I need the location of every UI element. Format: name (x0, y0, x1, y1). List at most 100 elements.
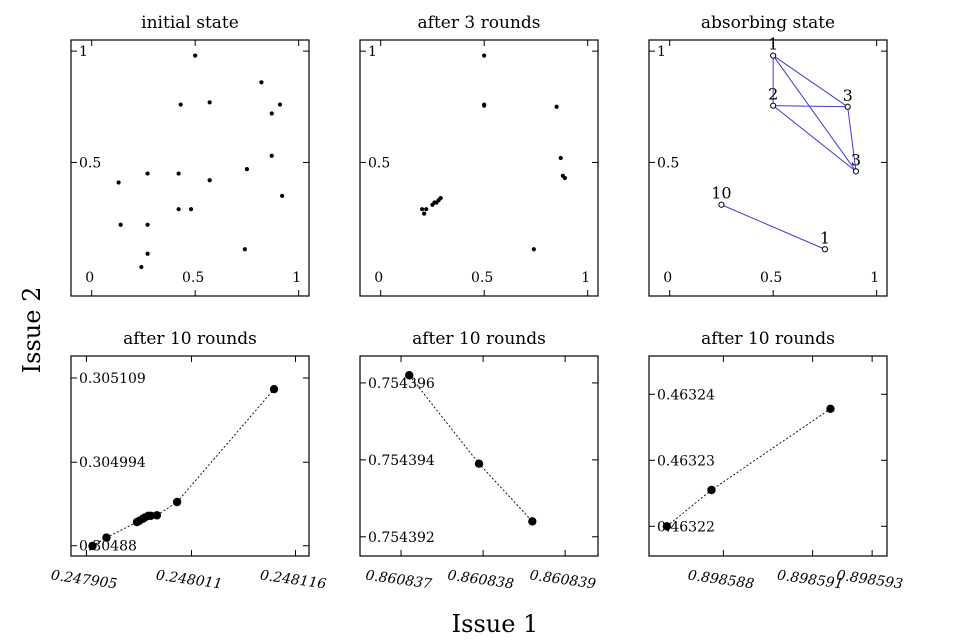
data-point (176, 207, 181, 212)
x-tick-label: 0.248116 (259, 567, 327, 592)
y-tick-label: 0.304994 (79, 455, 146, 471)
panel-title: after 10 rounds (123, 329, 257, 349)
origin-tick-label: 0 (374, 270, 383, 286)
panel-title: after 3 rounds (418, 13, 541, 33)
data-point (770, 102, 777, 109)
panel-title: initial state (141, 13, 239, 33)
data-point (419, 207, 425, 212)
y-tick-label: 0.46323 (657, 453, 715, 469)
data-point (207, 178, 212, 183)
x-tick-label: 0.898593 (835, 567, 903, 592)
data-point (279, 193, 285, 198)
y-tick-label: 0.46322 (657, 519, 715, 535)
x-tick-label: 0.898591 (776, 567, 844, 592)
data-point (821, 246, 829, 253)
data-point (139, 264, 144, 270)
data-point (844, 103, 851, 110)
y-tick-label: 0.754392 (368, 530, 435, 546)
data-point (826, 404, 835, 414)
y-tick-label: 0.5 (657, 155, 679, 171)
network-edge (773, 105, 848, 108)
data-point (405, 371, 414, 380)
connecting-line (408, 374, 533, 522)
plot-frame (648, 39, 888, 297)
point-label: 3 (851, 150, 861, 169)
x-tick-label: 0.860837 (364, 567, 432, 592)
point-label: 1 (768, 35, 778, 54)
data-point (422, 211, 427, 216)
plot-frame (359, 355, 599, 557)
data-point (269, 384, 279, 394)
data-point (554, 104, 559, 109)
data-point (852, 168, 860, 175)
y-tick-label: 0.754396 (368, 376, 435, 392)
y-tick-label: 0.305109 (79, 371, 146, 387)
x-axis-label: Issue 1 (452, 610, 539, 638)
data-point (178, 102, 183, 107)
y-tick-label: 1 (657, 44, 666, 60)
point-label: 10 (711, 184, 731, 203)
data-point (662, 522, 672, 531)
x-tick-label: 0.248011 (155, 567, 223, 592)
data-point (531, 247, 536, 252)
x-tick-label: 0.5 (182, 270, 204, 286)
data-point (269, 153, 274, 158)
data-point (424, 207, 429, 212)
panel-2: after 3 rounds 0.5 1 0.5 1 0 (359, 13, 599, 297)
data-point (88, 541, 97, 551)
x-tick-label: 0.5 (471, 270, 493, 286)
panel-title: after 10 rounds (701, 329, 835, 349)
data-point (242, 247, 247, 252)
data-point (718, 201, 725, 208)
data-point (277, 102, 283, 107)
y-tick-label: 1 (79, 44, 88, 60)
x-tick-label: 0.247905 (50, 567, 118, 592)
origin-tick-label: 0 (85, 270, 94, 286)
data-point (562, 175, 567, 181)
data-point (707, 485, 716, 495)
data-point (145, 222, 150, 227)
data-point (558, 155, 563, 161)
x-tick-label: 0.898588 (687, 567, 755, 592)
panel-title: absorbing state (701, 13, 835, 33)
data-point (145, 171, 150, 176)
data-point (176, 171, 181, 176)
data-point (244, 167, 250, 172)
plot-frame (70, 355, 310, 557)
data-point (259, 80, 264, 85)
x-tick-label: 0.5 (760, 270, 782, 286)
data-point (152, 511, 162, 520)
data-point (474, 459, 484, 468)
data-point (116, 180, 121, 185)
data-point (193, 53, 198, 58)
panel-4: after 10 rounds 0.247905 0.248011 0.248116 0… (50, 329, 328, 593)
x-tick-label: 1 (292, 270, 301, 286)
data-point (146, 511, 156, 520)
plot-frame (648, 355, 888, 557)
data-point (145, 251, 150, 256)
y-tick-label: 0.5 (79, 155, 101, 171)
data-point (102, 533, 111, 542)
x-tick-label: 0.860838 (446, 567, 514, 592)
point-label: 3 (843, 86, 853, 105)
network-edge (772, 105, 857, 172)
data-point (188, 207, 194, 212)
y-tick-label: 0.754394 (368, 453, 435, 469)
data-point (172, 497, 182, 507)
data-point (482, 103, 487, 108)
data-point (482, 53, 487, 58)
panel-1: initial state 0.5 1 0.5 1 0 (70, 13, 310, 297)
x-tick-label: 1 (581, 270, 590, 286)
connecting-line (92, 388, 275, 547)
point-label: 1 (820, 228, 830, 247)
network-edge (721, 204, 826, 250)
y-tick-label: 0.46324 (657, 387, 715, 403)
y-tick-label: 0.5 (368, 155, 390, 171)
panel-5: after 10 rounds 0.860837 0.860838 0.860839 0… (359, 329, 599, 593)
data-point (269, 111, 274, 116)
x-tick-label: 1 (870, 270, 879, 286)
data-point (770, 52, 777, 59)
network-edge (772, 55, 857, 172)
